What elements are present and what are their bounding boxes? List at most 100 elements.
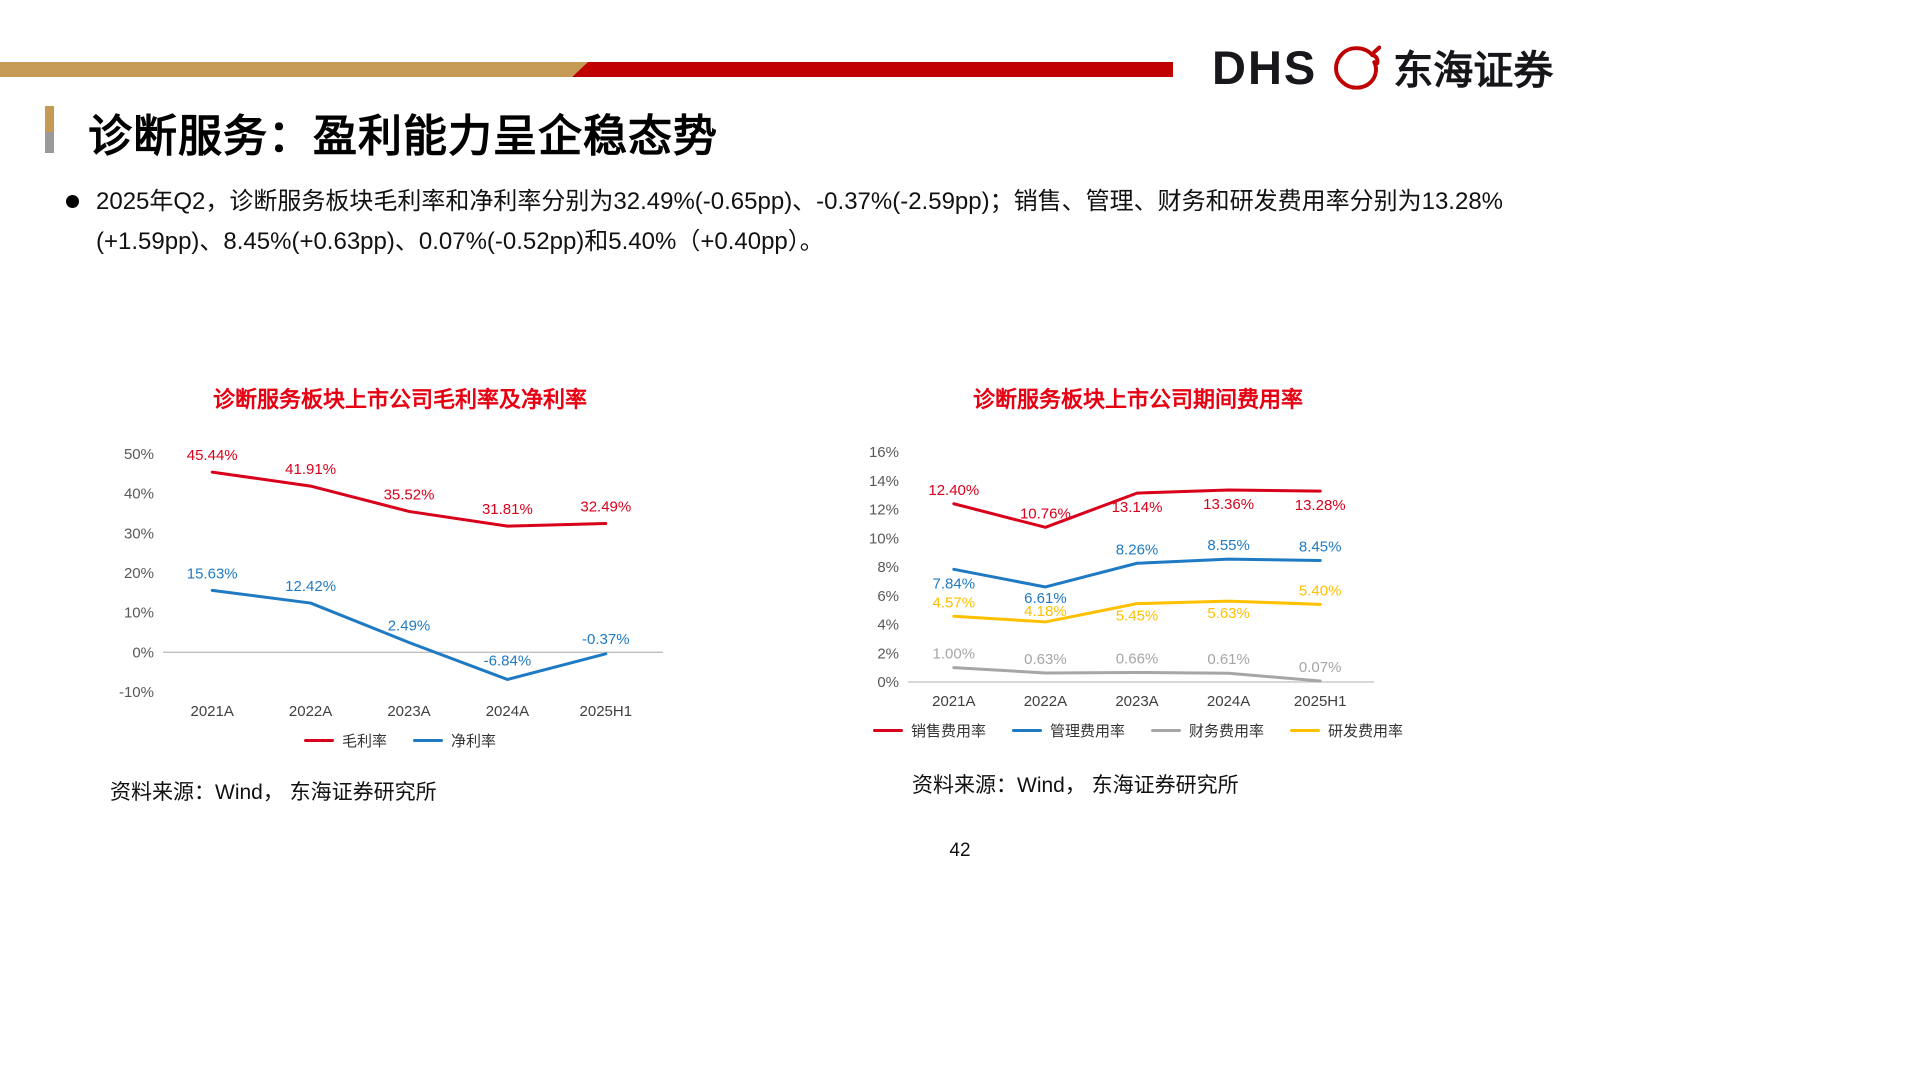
y-tick-label: 10% (869, 530, 899, 547)
legend-line-swatch (872, 729, 903, 732)
data-label: 0.61% (1207, 651, 1250, 668)
legend-item: 毛利率 (303, 730, 387, 751)
page-title: 诊断服务：盈利能力呈企稳态势 (88, 112, 718, 161)
data-label: 12.42% (285, 578, 336, 595)
x-category-label: 2022A (1024, 693, 1067, 710)
data-label: 7.84% (933, 575, 976, 592)
line-chart-margins: 50% 40% 30% 20% 10% 0% -10% 2021A 2022A 2023A 2024… (119, 446, 663, 720)
data-label: -6.84% (484, 652, 532, 669)
data-label: 6.61% (1024, 590, 1067, 607)
data-label: 4.18% (1024, 603, 1067, 620)
y-tick-label: 0% (877, 674, 899, 691)
y-tick-label: 16% (869, 444, 899, 461)
company-logo: DHS 东海证券 (1212, 36, 1553, 98)
legend-label: 财务费用率 (1189, 723, 1265, 740)
bullet-dot (66, 195, 79, 208)
data-label: 45.44% (187, 447, 238, 464)
x-category-label: 2022A (289, 703, 332, 720)
top-bar-gold-segment (0, 62, 588, 77)
data-label: 13.28% (1295, 497, 1346, 514)
dragon-logo-icon (1334, 45, 1382, 90)
legend-line-swatch (303, 739, 334, 742)
data-label: 8.55% (1207, 537, 1250, 554)
series-line (210, 470, 608, 528)
legend-label: 研发费用率 (1328, 723, 1404, 740)
y-tick-label: 20% (124, 565, 154, 582)
legend-label: 毛利率 (341, 733, 387, 750)
data-label: 0.63% (1024, 651, 1067, 668)
data-label: 4.57% (933, 594, 976, 611)
data-label: 5.40% (1299, 582, 1342, 599)
line-chart-expenses: 16% 14% 12% 10% 8% 6% 4% 2% 0% 2021A 2022A 2023A 202… (869, 444, 1374, 710)
x-category-label: 2023A (387, 703, 430, 720)
logo-dhs-text: DHS (1212, 40, 1318, 94)
y-tick-label: 10% (124, 605, 154, 622)
y-tick-label: 6% (877, 588, 899, 605)
chart-title-left: 诊断服务板块上市公司毛利率及净利率 (212, 387, 587, 412)
bullet-text: 2025年Q2，诊断服务板块毛利率和净利率分别为32.49%(-0.65pp)、… (96, 188, 1504, 255)
series-line (952, 666, 1322, 683)
title-accent-bar (45, 106, 54, 153)
data-label: 41.91% (285, 461, 336, 478)
data-label: 12.40% (928, 482, 979, 499)
data-label: 15.63% (187, 565, 238, 582)
legend-item: 财务费用率 (1151, 720, 1264, 741)
data-label: 10.76% (1020, 505, 1071, 522)
data-label: -0.37% (582, 631, 630, 648)
chart-legend-right: 销售费用率 管理费用率 财务费用率 研发费用率 (858, 720, 1418, 741)
y-tick-label: 8% (877, 559, 899, 576)
series-line (210, 588, 608, 681)
data-label: 0.66% (1116, 651, 1159, 668)
chart-title-right: 诊断服务板块上市公司期间费用率 (972, 387, 1303, 412)
chart-legend-left: 毛利率 净利率 (105, 730, 695, 751)
legend-item: 销售费用率 (872, 720, 986, 741)
data-label: 8.45% (1299, 539, 1342, 556)
series-line (952, 599, 1322, 624)
data-label: 13.14% (1112, 499, 1163, 516)
legend-item: 净利率 (413, 730, 496, 751)
legend-line-swatch (1151, 729, 1181, 732)
source-note-right: 资料来源：Wind， 东海证券研究所 (912, 774, 1239, 797)
data-label: 8.26% (1116, 541, 1159, 558)
y-tick-label: 40% (124, 486, 154, 503)
legend-line-swatch (413, 739, 443, 742)
series-line (952, 488, 1322, 529)
y-tick-label: 14% (869, 473, 899, 490)
series-line (952, 557, 1322, 589)
x-category-label: 2021A (932, 693, 975, 710)
legend-label: 销售费用率 (910, 723, 986, 740)
y-tick-label: 30% (124, 525, 154, 542)
data-label: 13.36% (1203, 496, 1254, 513)
x-category-label: 2024A (1207, 693, 1250, 710)
x-category-label: 2024A (486, 703, 529, 720)
legend-label: 管理费用率 (1049, 723, 1125, 740)
legend-item: 管理费用率 (1011, 720, 1125, 741)
legend-label: 净利率 (451, 733, 497, 750)
legend-line-swatch (1011, 729, 1042, 732)
x-category-label: 2023A (1115, 693, 1158, 710)
top-bar-red-segment (572, 62, 1173, 77)
source-note-left: 资料来源：Wind， 东海证券研究所 (110, 781, 437, 804)
y-tick-label: -10% (119, 684, 154, 701)
x-category-label: 2025H1 (580, 703, 633, 720)
logo-brand-text: 东海证券 (1393, 47, 1554, 94)
data-label: 5.63% (1207, 605, 1250, 622)
x-category-label: 2025H1 (1294, 693, 1347, 710)
data-label: 5.45% (1116, 608, 1159, 625)
legend-line-swatch (1290, 729, 1321, 732)
data-label: 32.49% (580, 498, 631, 515)
data-label: 35.52% (384, 486, 435, 503)
bullet-row: 2025年Q2，诊断服务板块毛利率和净利率分别为32.49%(-0.65pp)、… (66, 182, 1536, 262)
legend-item: 研发费用率 (1290, 720, 1403, 741)
data-label: 1.00% (933, 646, 976, 663)
chart-margin-net-block: 诊断服务板块上市公司毛利率及净利率 50% 40% 30% 20% 10% 0% -10% 2… (105, 382, 695, 751)
data-label: 0.07% (1299, 659, 1342, 676)
y-tick-label: 50% (124, 446, 154, 463)
data-label: 31.81% (482, 501, 533, 518)
page-number: 42 (949, 840, 971, 861)
data-label: 2.49% (388, 617, 431, 634)
y-tick-label: 2% (877, 645, 899, 662)
x-category-label: 2021A (191, 703, 234, 720)
y-tick-label: 12% (869, 502, 899, 519)
